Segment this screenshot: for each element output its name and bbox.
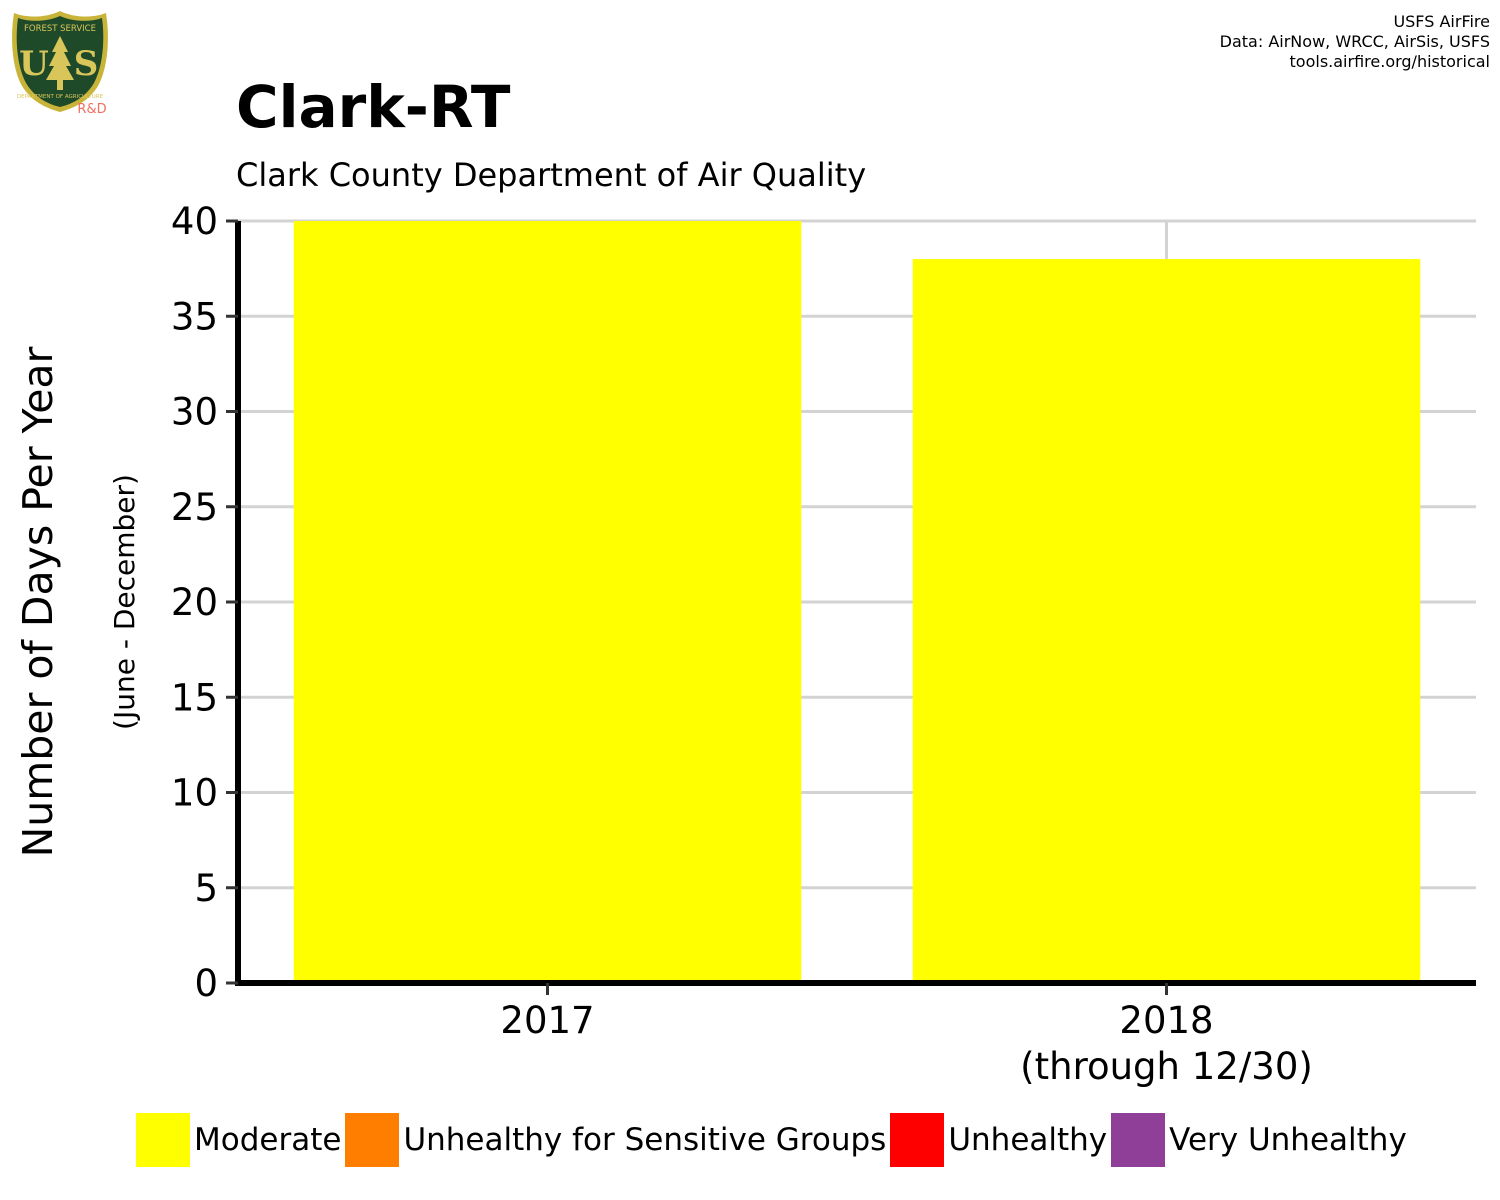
legend-item: Unhealthy	[890, 1113, 1107, 1167]
axes	[226, 219, 1476, 995]
chart-title: Clark-RT	[236, 73, 511, 141]
legend-item: Very Unhealthy	[1111, 1113, 1407, 1167]
y-tick-label: 25	[171, 486, 218, 529]
legend-swatch	[136, 1113, 190, 1167]
bars	[293, 221, 1421, 984]
x-tick-sublabel: (through 12/30)	[1020, 1045, 1313, 1088]
legend-item: Unhealthy for Sensitive Groups	[345, 1113, 886, 1167]
logo-bottom-text: DEPARTMENT OF AGRICULTURE	[17, 94, 104, 100]
y-tick-label: 40	[171, 200, 218, 243]
legend-label: Very Unhealthy	[1169, 1122, 1407, 1158]
legend-swatch	[345, 1113, 400, 1167]
y-tick-label: 35	[171, 295, 218, 338]
credit-line-3: tools.airfire.org/historical	[1289, 52, 1490, 71]
legend: Moderate Unhealthy for Sensitive Groups Un…	[136, 1113, 1411, 1167]
y-tick-label: 10	[171, 772, 218, 815]
logo-letter-s: S	[74, 44, 99, 84]
legend-swatch	[1111, 1113, 1166, 1167]
y-axis-sublabel: (June - December)	[108, 474, 141, 730]
logo-top-text: FOREST SERVICE	[24, 24, 96, 34]
credits: USFS AirFire Data: AirNow, WRCC, AirSis,…	[1220, 12, 1490, 72]
x-tick-label: 2017	[500, 999, 594, 1042]
legend-item: Moderate	[136, 1113, 341, 1167]
legend-label: Moderate	[194, 1122, 342, 1158]
legend-label: Unhealthy	[948, 1122, 1108, 1158]
y-tick-label: 30	[171, 391, 218, 434]
y-tick-label: 15	[171, 676, 218, 719]
logo-badge: R&D	[77, 102, 106, 117]
tree-icon	[46, 36, 74, 90]
y-tick-label: 5	[194, 867, 218, 910]
logo-letter-u: U	[19, 44, 49, 84]
legend-swatch	[890, 1113, 945, 1167]
chart-subtitle: Clark County Department of Air Quality	[236, 156, 867, 194]
tick-labels: 0 5 10 15 20 25 30 35 40 2017 2018(through 12/30)	[171, 200, 1313, 1088]
legend-label: Unhealthy for Sensitive Groups	[403, 1122, 887, 1158]
bar-moderate-0	[293, 221, 802, 983]
credit-line-2: Data: AirNow, WRCC, AirSis, USFS	[1219, 32, 1490, 51]
usfs-logo: FOREST SERVICE U S DEPARTMENT OF AGRICUL…	[12, 11, 108, 117]
credit-line-1: USFS AirFire	[1393, 12, 1490, 31]
y-tick-label: 0	[194, 962, 218, 1005]
y-tick-label: 20	[171, 581, 218, 624]
bar-moderate-1	[912, 259, 1421, 984]
y-axis-label: Number of Days Per Year	[14, 346, 62, 857]
x-tick-label: 2018	[1119, 999, 1213, 1042]
